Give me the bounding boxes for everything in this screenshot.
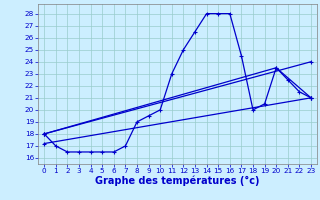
X-axis label: Graphe des températures (°c): Graphe des températures (°c) (95, 176, 260, 186)
